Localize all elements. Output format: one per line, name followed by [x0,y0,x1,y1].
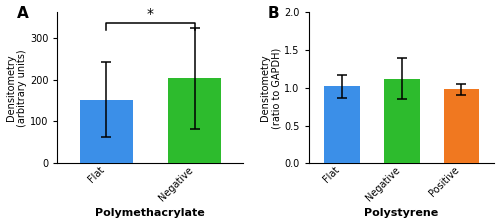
Text: *: * [147,7,154,21]
Bar [384,79,420,163]
Text: B: B [268,6,280,22]
Bar [80,100,132,163]
Bar [324,86,360,163]
X-axis label: Polymethacrylate: Polymethacrylate [96,209,205,218]
Y-axis label: Densitometry
(ratio to GAPDH): Densitometry (ratio to GAPDH) [260,47,281,129]
Y-axis label: Densitometry
(arbitrary units): Densitometry (arbitrary units) [6,49,27,127]
Text: A: A [16,6,28,22]
Bar [168,78,221,163]
X-axis label: Polystyrene: Polystyrene [364,209,438,218]
Bar [444,89,480,163]
